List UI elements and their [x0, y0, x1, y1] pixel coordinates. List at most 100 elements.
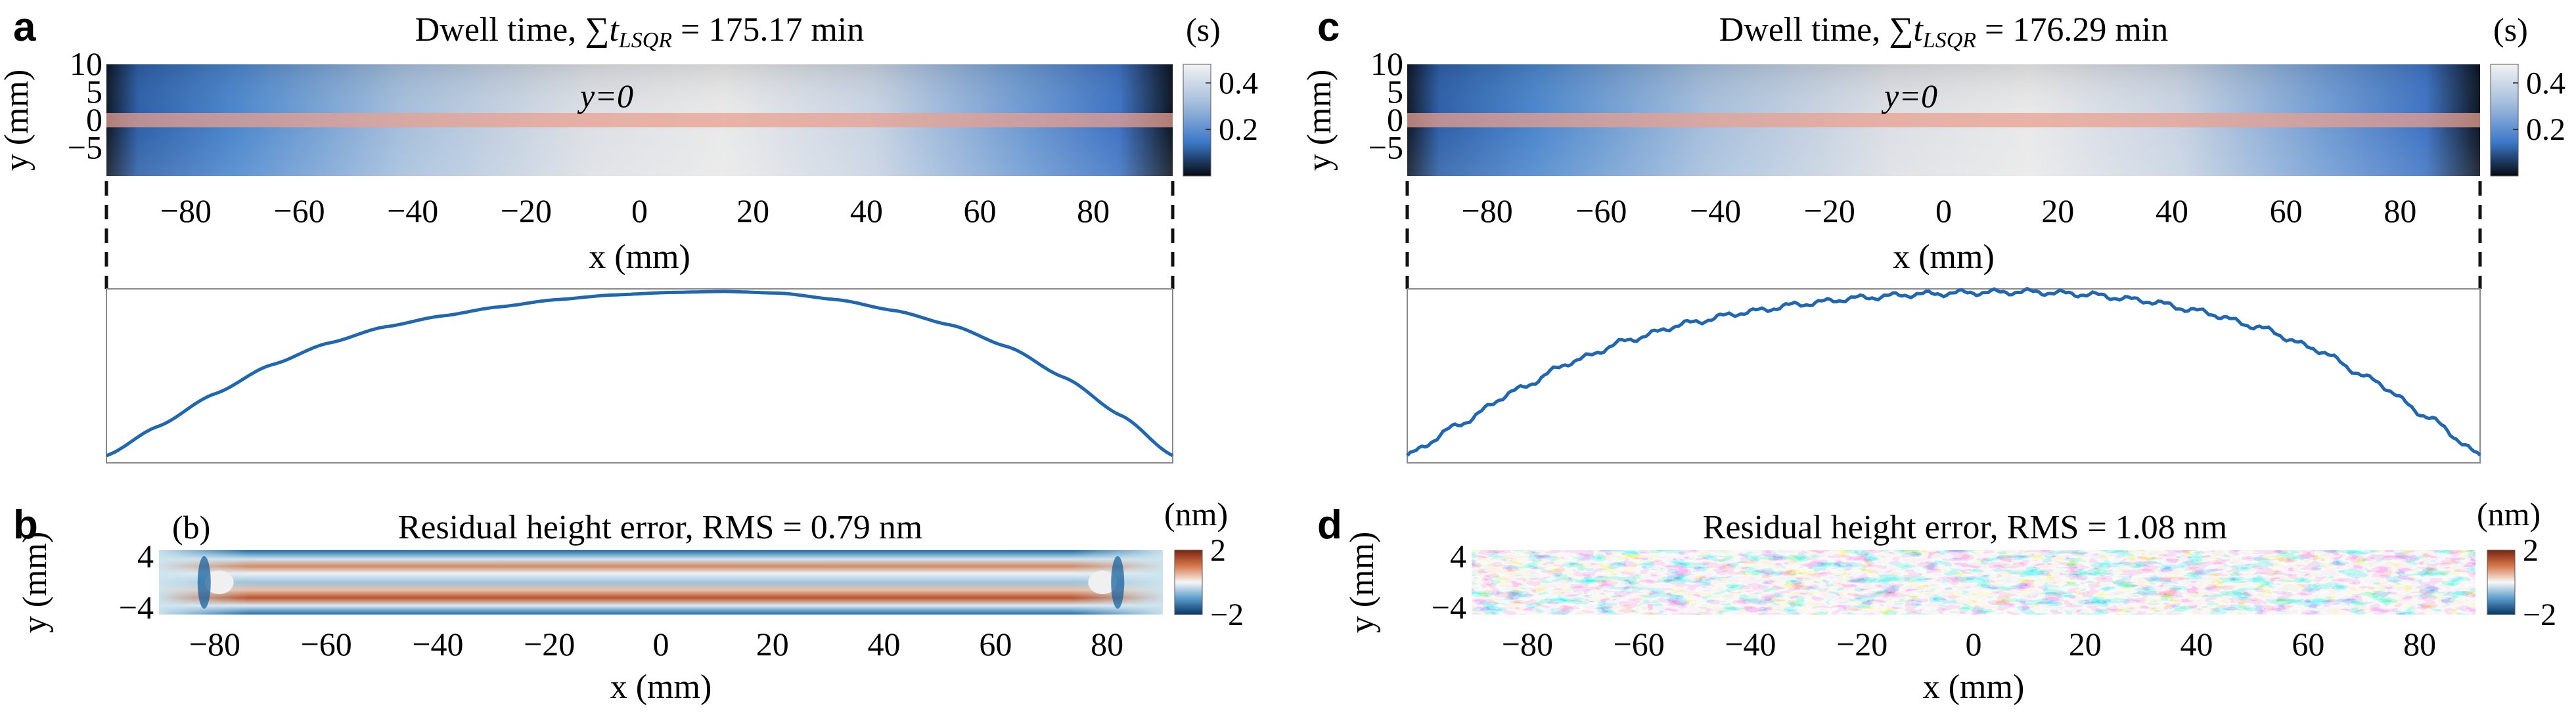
x-tick-label: −60: [1575, 192, 1627, 229]
x-tick-label: −80: [1462, 192, 1513, 229]
x-tick-label: −80: [189, 626, 240, 662]
colorbar-tick-label: 2: [2523, 533, 2539, 568]
x-tick-label: 80: [2384, 192, 2416, 229]
y-tick-label: 0: [86, 101, 102, 138]
y-tick-label: 4: [1450, 538, 1466, 574]
x-axis-label: x (mm): [1893, 238, 1995, 276]
residual-noise: [1472, 550, 2475, 615]
colorbar-unit: (nm): [1164, 496, 1228, 532]
x-tick-label: 60: [979, 626, 1012, 662]
x-tick-label: 80: [2403, 626, 2436, 662]
edge-spot: [204, 571, 234, 594]
x-tick-label: 0: [631, 192, 648, 229]
colorbar-tick-label: −2: [1210, 597, 1244, 632]
x-tick-label: −20: [501, 192, 552, 229]
panel-letter: c: [1317, 5, 1340, 50]
panel-letter: a: [13, 5, 36, 50]
edge-dark-spot: [1111, 556, 1125, 609]
y-tick-label: −5: [1368, 129, 1403, 166]
y0-highlight-band: [106, 113, 1173, 127]
profile-frame: [1407, 288, 2481, 464]
colorbar-tick-label: −2: [2523, 597, 2556, 632]
inset-label: (b): [172, 509, 210, 546]
x-tick-label: 40: [2181, 626, 2213, 662]
y-axis-label: y (mm): [16, 532, 54, 634]
colorbar: [1174, 550, 1203, 615]
x-tick-label: 40: [868, 626, 901, 662]
chart-title: Dwell time, ∑tLSQR = 176.29 min: [1719, 11, 2169, 53]
x-tick-label: −40: [1690, 192, 1741, 229]
x-axis-label: x (mm): [1923, 668, 2025, 706]
x-tick-label: 20: [736, 192, 769, 229]
colorbar-unit: (s): [1186, 11, 1221, 48]
x-tick-label: 40: [2156, 192, 2188, 229]
residual-map-edges: [159, 550, 1163, 615]
dwell-profile-line: [106, 290, 1174, 458]
colorbar-unit: (nm): [2477, 496, 2541, 532]
y0-highlight-band: [1407, 113, 2480, 127]
y-tick-label: 10: [70, 45, 102, 82]
colorbar-tick-label: 0.4: [1219, 66, 1258, 100]
colorbar: [2487, 550, 2516, 615]
y-tick-label: −4: [119, 589, 154, 626]
chart-title: Dwell time, ∑tLSQR = 175.17 min: [415, 11, 865, 53]
panel-b: b Residual height error, RMS = 0.79 nm (b)…: [13, 496, 1244, 706]
x-tick-label: −20: [1804, 192, 1855, 229]
x-axis-label: x (mm): [589, 238, 690, 276]
colorbar-tick-label: 0.2: [1219, 112, 1258, 147]
y-tick-label: 5: [86, 74, 102, 110]
residual-map: [1472, 550, 2475, 615]
x-tick-label: 0: [1966, 626, 1982, 662]
y-tick-label: 10: [1370, 45, 1403, 82]
x-tick-label: −40: [387, 192, 438, 229]
x-tick-label: −60: [301, 626, 352, 662]
x-tick-label: −60: [273, 192, 325, 229]
x-tick-label: −40: [412, 626, 463, 662]
colorbar: [2490, 64, 2519, 177]
x-tick-label: 80: [1091, 626, 1123, 662]
x-tick-label: −40: [1725, 626, 1776, 662]
x-tick-label: 60: [2292, 626, 2324, 662]
colorbar-tick-label: 0.4: [2526, 66, 2565, 100]
colorbar-unit: (s): [2493, 11, 2528, 48]
panel-d: d Residual height error, RMS = 1.08 nm 4 −4…: [1317, 496, 2556, 706]
y-axis-label: y (mm): [1301, 70, 1338, 171]
x-tick-label: −60: [1614, 626, 1665, 662]
y0-label: y=0: [577, 77, 633, 114]
x-tick-label: 60: [963, 192, 996, 229]
x-axis-label: x (mm): [610, 668, 712, 706]
x-tick-label: −20: [524, 626, 575, 662]
panel-c: c Dwell time, ∑tLSQR = 176.29 miny=01050−…: [1301, 5, 2565, 464]
x-tick-label: −80: [160, 192, 212, 229]
panel-letter: b: [13, 502, 38, 548]
edge-dark-spot: [197, 556, 211, 609]
colorbar-tick-label: 0.2: [2526, 112, 2565, 147]
x-tick-label: 80: [1077, 192, 1110, 229]
panel-a: a Dwell time, ∑tLSQR = 175.17 miny=01050−…: [0, 5, 1258, 464]
y-tick-label: 0: [1387, 101, 1403, 138]
x-tick-label: 0: [1935, 192, 1952, 229]
chart-title: Residual height error, RMS = 0.79 nm: [398, 509, 923, 546]
chart-title: Residual height error, RMS = 1.08 nm: [1703, 509, 2228, 546]
colorbar: [1183, 64, 1211, 177]
dwell-profile-line: [1406, 286, 2481, 457]
edge-spot: [1088, 571, 1118, 594]
x-tick-label: 0: [653, 626, 669, 662]
y-axis-label: y (mm): [0, 70, 35, 171]
y0-label: y=0: [1881, 77, 1937, 114]
x-tick-label: 20: [2069, 626, 2102, 662]
y-tick-label: 5: [1387, 74, 1403, 110]
x-tick-label: 20: [756, 626, 789, 662]
colorbar-tick-label: 2: [1210, 533, 1226, 568]
y-tick-label: −4: [1432, 589, 1466, 626]
panel-letter: d: [1317, 502, 1342, 548]
x-tick-label: 60: [2270, 192, 2303, 229]
y-axis-label: y (mm): [1344, 532, 1381, 634]
x-tick-label: 20: [2041, 192, 2074, 229]
y-tick-label: 4: [137, 538, 154, 574]
x-tick-label: −20: [1836, 626, 1887, 662]
x-tick-label: 40: [850, 192, 883, 229]
x-tick-label: −80: [1502, 626, 1553, 662]
y-tick-label: −5: [68, 129, 102, 166]
